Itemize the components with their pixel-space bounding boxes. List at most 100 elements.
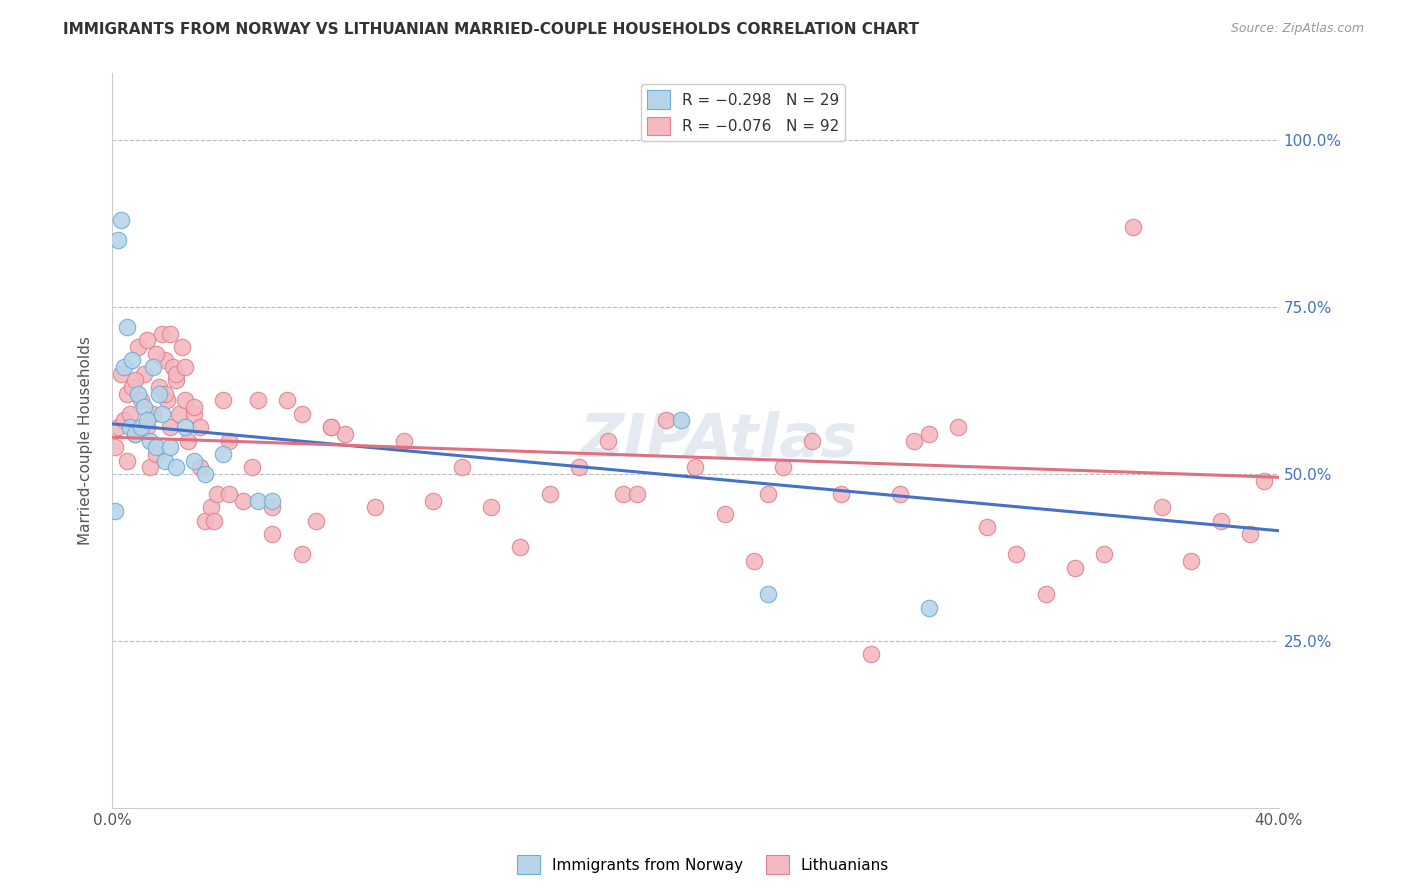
Point (1035, 587, 1057, 601)
Point (136, 420, 159, 434)
Point (859, 648, 882, 662)
Point (801, 434, 824, 448)
Point (422, 493, 444, 508)
Point (174, 393, 197, 408)
Point (246, 493, 269, 508)
Point (115, 386, 138, 401)
Point (167, 407, 190, 421)
Point (232, 493, 254, 508)
Y-axis label: Married-couple Households: Married-couple Households (79, 336, 93, 545)
Point (946, 420, 969, 434)
Point (212, 447, 235, 461)
Point (104, 504, 127, 518)
Point (183, 407, 205, 421)
Point (1239, 527, 1261, 541)
Point (1063, 560, 1085, 574)
Point (685, 460, 707, 475)
Point (194, 514, 217, 528)
Point (612, 487, 634, 501)
Point (918, 600, 941, 615)
Point (509, 541, 531, 555)
Point (568, 460, 591, 475)
Point (291, 547, 314, 561)
Point (115, 453, 138, 467)
Point (626, 487, 648, 501)
Point (124, 373, 146, 387)
Point (104, 440, 127, 454)
Point (655, 413, 678, 427)
Point (240, 460, 263, 475)
Point (1005, 547, 1028, 561)
Point (262, 527, 284, 541)
Point (156, 393, 179, 408)
Point (758, 487, 780, 501)
Point (132, 367, 155, 381)
Point (1122, 219, 1144, 234)
Point (129, 420, 152, 434)
Point (188, 420, 211, 434)
Point (159, 440, 181, 454)
Point (107, 233, 129, 247)
Point (165, 367, 187, 381)
Point (218, 434, 240, 448)
Point (205, 487, 228, 501)
Point (121, 380, 143, 394)
Point (713, 507, 735, 521)
Point (596, 434, 619, 448)
Point (129, 393, 152, 408)
Point (918, 426, 941, 441)
Point (976, 520, 998, 534)
Point (127, 386, 149, 401)
Point (107, 420, 129, 434)
Point (142, 407, 165, 421)
Point (145, 346, 167, 360)
Point (112, 359, 135, 374)
Point (148, 380, 170, 394)
Point (276, 393, 298, 408)
Point (145, 440, 167, 454)
Point (165, 373, 187, 387)
Point (742, 554, 765, 568)
Text: Source: ZipAtlas.com: Source: ZipAtlas.com (1230, 22, 1364, 36)
Point (903, 434, 925, 448)
Point (246, 393, 269, 408)
Point (150, 407, 173, 421)
Point (889, 487, 911, 501)
Point (121, 353, 143, 368)
Point (1180, 554, 1202, 568)
Point (392, 434, 415, 448)
Point (145, 447, 167, 461)
Point (148, 386, 170, 401)
Point (194, 467, 217, 481)
Point (305, 514, 328, 528)
Point (538, 487, 561, 501)
Point (1152, 500, 1174, 515)
Point (202, 514, 225, 528)
Point (136, 333, 159, 347)
Point (363, 500, 385, 515)
Legend: R = −0.298   N = 29, R = −0.076   N = 92: R = −0.298 N = 29, R = −0.076 N = 92 (641, 85, 845, 142)
Point (139, 460, 162, 475)
Point (212, 393, 235, 408)
Point (124, 426, 146, 441)
Point (174, 420, 197, 434)
Point (124, 426, 146, 441)
Point (110, 213, 132, 227)
Point (127, 340, 149, 354)
Point (136, 413, 159, 427)
Point (118, 407, 141, 421)
Point (110, 367, 132, 381)
Text: ZIPAtlas: ZIPAtlas (579, 411, 858, 470)
Point (153, 386, 176, 401)
Point (115, 320, 138, 334)
Point (162, 359, 184, 374)
Point (772, 460, 794, 475)
Point (479, 500, 502, 515)
Point (451, 460, 474, 475)
Point (291, 407, 314, 421)
Point (262, 500, 284, 515)
Point (830, 487, 852, 501)
Point (319, 420, 342, 434)
Point (150, 326, 173, 341)
Point (758, 587, 780, 601)
